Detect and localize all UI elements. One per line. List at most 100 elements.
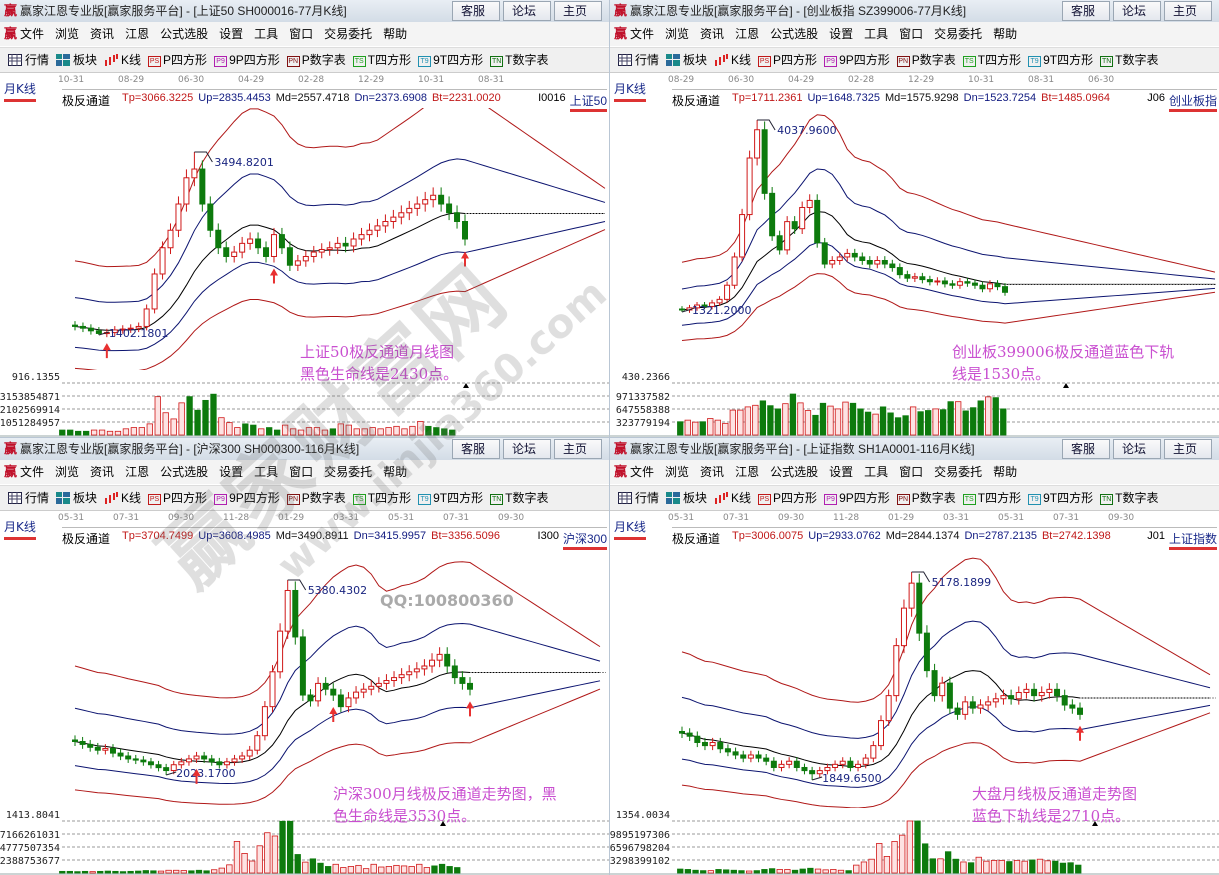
- toolbar-grid-button[interactable]: 行情: [8, 486, 49, 511]
- toolbar-p9-button[interactable]: P9 9P四方形: [214, 486, 280, 511]
- menu-item[interactable]: 公式选股: [160, 465, 209, 479]
- toolbar-tn-button[interactable]: TN T数字表: [490, 48, 548, 73]
- menu-item[interactable]: 帮助: [993, 27, 1018, 41]
- menu-item[interactable]: 工具: [864, 27, 889, 41]
- customer-service-button[interactable]: 客服: [1062, 439, 1110, 459]
- toolbar-ts-button[interactable]: TS T四方形: [352, 486, 411, 511]
- menu-item[interactable]: 设置: [219, 27, 244, 41]
- toolbar-ps-button[interactable]: PS P四方形: [758, 48, 817, 73]
- security-name[interactable]: 上证50: [569, 92, 607, 112]
- homepage-button[interactable]: 主页: [554, 439, 602, 459]
- security-name[interactable]: 上证指数: [1168, 530, 1217, 550]
- toolbar-pn-button[interactable]: PN P数字表: [896, 48, 956, 73]
- customer-service-button[interactable]: 客服: [452, 439, 500, 459]
- menu-item[interactable]: 设置: [829, 27, 854, 41]
- kline-chart[interactable]: 5380.4302 2023.1700 1413.8041 7166261031 477…: [0, 438, 609, 875]
- kline-chart[interactable]: 3494.8201 1402.1801 916.1355 3153854871 2102…: [0, 0, 609, 437]
- menu-item[interactable]: 设置: [829, 465, 854, 479]
- toolbar-grid-button[interactable]: 行情: [8, 48, 49, 73]
- menu-item[interactable]: 浏览: [55, 27, 80, 41]
- menu-item[interactable]: 江恩: [125, 27, 150, 41]
- forum-button[interactable]: 论坛: [1113, 1, 1161, 21]
- toolbar-grid-button[interactable]: 行情: [618, 486, 659, 511]
- toolbar-tn-button[interactable]: TN T数字表: [1100, 486, 1158, 511]
- customer-service-button[interactable]: 客服: [452, 1, 500, 21]
- period-monthly-kline[interactable]: 月K线: [614, 518, 646, 540]
- menu-item[interactable]: 浏览: [665, 27, 690, 41]
- menu-item[interactable]: 窗口: [289, 27, 314, 41]
- toolbar-blocks-button[interactable]: 板块: [666, 486, 707, 511]
- forum-button[interactable]: 论坛: [503, 1, 551, 21]
- toolbar-ps-button[interactable]: PS P四方形: [148, 48, 207, 73]
- homepage-button[interactable]: 主页: [1164, 439, 1212, 459]
- menu-item[interactable]: 窗口: [289, 465, 314, 479]
- toolbar-t9-button[interactable]: T9 9T四方形: [1028, 486, 1093, 511]
- menu-item[interactable]: 文件: [20, 465, 45, 479]
- toolbar-ps-button[interactable]: PS P四方形: [758, 486, 817, 511]
- homepage-button[interactable]: 主页: [554, 1, 602, 21]
- toolbar-pn-button[interactable]: PN P数字表: [286, 486, 346, 511]
- menu-item[interactable]: 文件: [630, 465, 655, 479]
- toolbar-p9-button[interactable]: P9 9P四方形: [824, 486, 890, 511]
- menu-item[interactable]: 江恩: [735, 27, 760, 41]
- menu-item[interactable]: 公式选股: [770, 27, 819, 41]
- toolbar-candles-button[interactable]: K线: [104, 48, 141, 73]
- toolbar-pn-button[interactable]: PN P数字表: [896, 486, 956, 511]
- toolbar-t9-button[interactable]: T9 9T四方形: [418, 48, 483, 73]
- toolbar-ts-button[interactable]: TS T四方形: [962, 486, 1021, 511]
- toolbar-grid-button[interactable]: 行情: [618, 48, 659, 73]
- kline-chart[interactable]: 4037.9600 1321.2000 430.2366 971337582 64755…: [610, 0, 1219, 437]
- menu-item[interactable]: 浏览: [55, 465, 80, 479]
- menu-item[interactable]: 江恩: [735, 465, 760, 479]
- period-monthly-kline[interactable]: 月K线: [614, 80, 646, 102]
- menu-item[interactable]: 工具: [254, 27, 279, 41]
- toolbar-t9-button[interactable]: T9 9T四方形: [418, 486, 483, 511]
- security-name[interactable]: 创业板指: [1168, 92, 1217, 112]
- toolbar-p9-button[interactable]: P9 9P四方形: [824, 48, 890, 73]
- toolbar-p9-button[interactable]: P9 9P四方形: [214, 48, 280, 73]
- menu-item[interactable]: 文件: [630, 27, 655, 41]
- menu-item[interactable]: 资讯: [700, 465, 725, 479]
- menu-item[interactable]: 资讯: [700, 27, 725, 41]
- menu-item[interactable]: 帮助: [383, 465, 408, 479]
- customer-service-button[interactable]: 客服: [1062, 1, 1110, 21]
- menu-item[interactable]: 工具: [254, 465, 279, 479]
- menu-item[interactable]: 浏览: [665, 465, 690, 479]
- menu-item[interactable]: 帮助: [993, 465, 1018, 479]
- toolbar-blocks-button[interactable]: 板块: [56, 486, 97, 511]
- menu-item[interactable]: 交易委托: [324, 465, 373, 479]
- menu-item[interactable]: 江恩: [125, 465, 150, 479]
- security-name[interactable]: 沪深300: [562, 530, 607, 550]
- toolbar-blocks-button[interactable]: 板块: [666, 48, 707, 73]
- toolbar-tn-button[interactable]: TN T数字表: [1100, 48, 1158, 73]
- forum-button[interactable]: 论坛: [503, 439, 551, 459]
- menu-item[interactable]: 公式选股: [160, 27, 209, 41]
- kline-chart[interactable]: 5178.1899 1849.6500 1354.0034 9895197306 659…: [610, 438, 1219, 875]
- menu-item[interactable]: 资讯: [90, 27, 115, 41]
- menu-item[interactable]: 工具: [864, 465, 889, 479]
- toolbar-blocks-button[interactable]: 板块: [56, 48, 97, 73]
- period-monthly-kline[interactable]: 月K线: [4, 518, 36, 540]
- menu-item[interactable]: 公式选股: [770, 465, 819, 479]
- toolbar-ts-button[interactable]: TS T四方形: [352, 48, 411, 73]
- menu-item[interactable]: 帮助: [383, 27, 408, 41]
- toolbar-t9-button[interactable]: T9 9T四方形: [1028, 48, 1093, 73]
- toolbar-candles-button[interactable]: K线: [714, 486, 751, 511]
- menu-item[interactable]: 交易委托: [324, 27, 373, 41]
- menu-item[interactable]: 交易委托: [934, 465, 983, 479]
- period-monthly-kline[interactable]: 月K线: [4, 80, 36, 102]
- menu-item[interactable]: 交易委托: [934, 27, 983, 41]
- toolbar-pn-button[interactable]: PN P数字表: [286, 48, 346, 73]
- forum-button[interactable]: 论坛: [1113, 439, 1161, 459]
- toolbar-candles-button[interactable]: K线: [714, 48, 751, 73]
- toolbar-candles-button[interactable]: K线: [104, 486, 141, 511]
- menu-item[interactable]: 窗口: [899, 465, 924, 479]
- toolbar-ts-button[interactable]: TS T四方形: [962, 48, 1021, 73]
- toolbar-tn-button[interactable]: TN T数字表: [490, 486, 548, 511]
- menu-item[interactable]: 设置: [219, 465, 244, 479]
- menu-item[interactable]: 资讯: [90, 465, 115, 479]
- homepage-button[interactable]: 主页: [1164, 1, 1212, 21]
- menu-item[interactable]: 窗口: [899, 27, 924, 41]
- menu-item[interactable]: 文件: [20, 27, 45, 41]
- toolbar-ps-button[interactable]: PS P四方形: [148, 486, 207, 511]
